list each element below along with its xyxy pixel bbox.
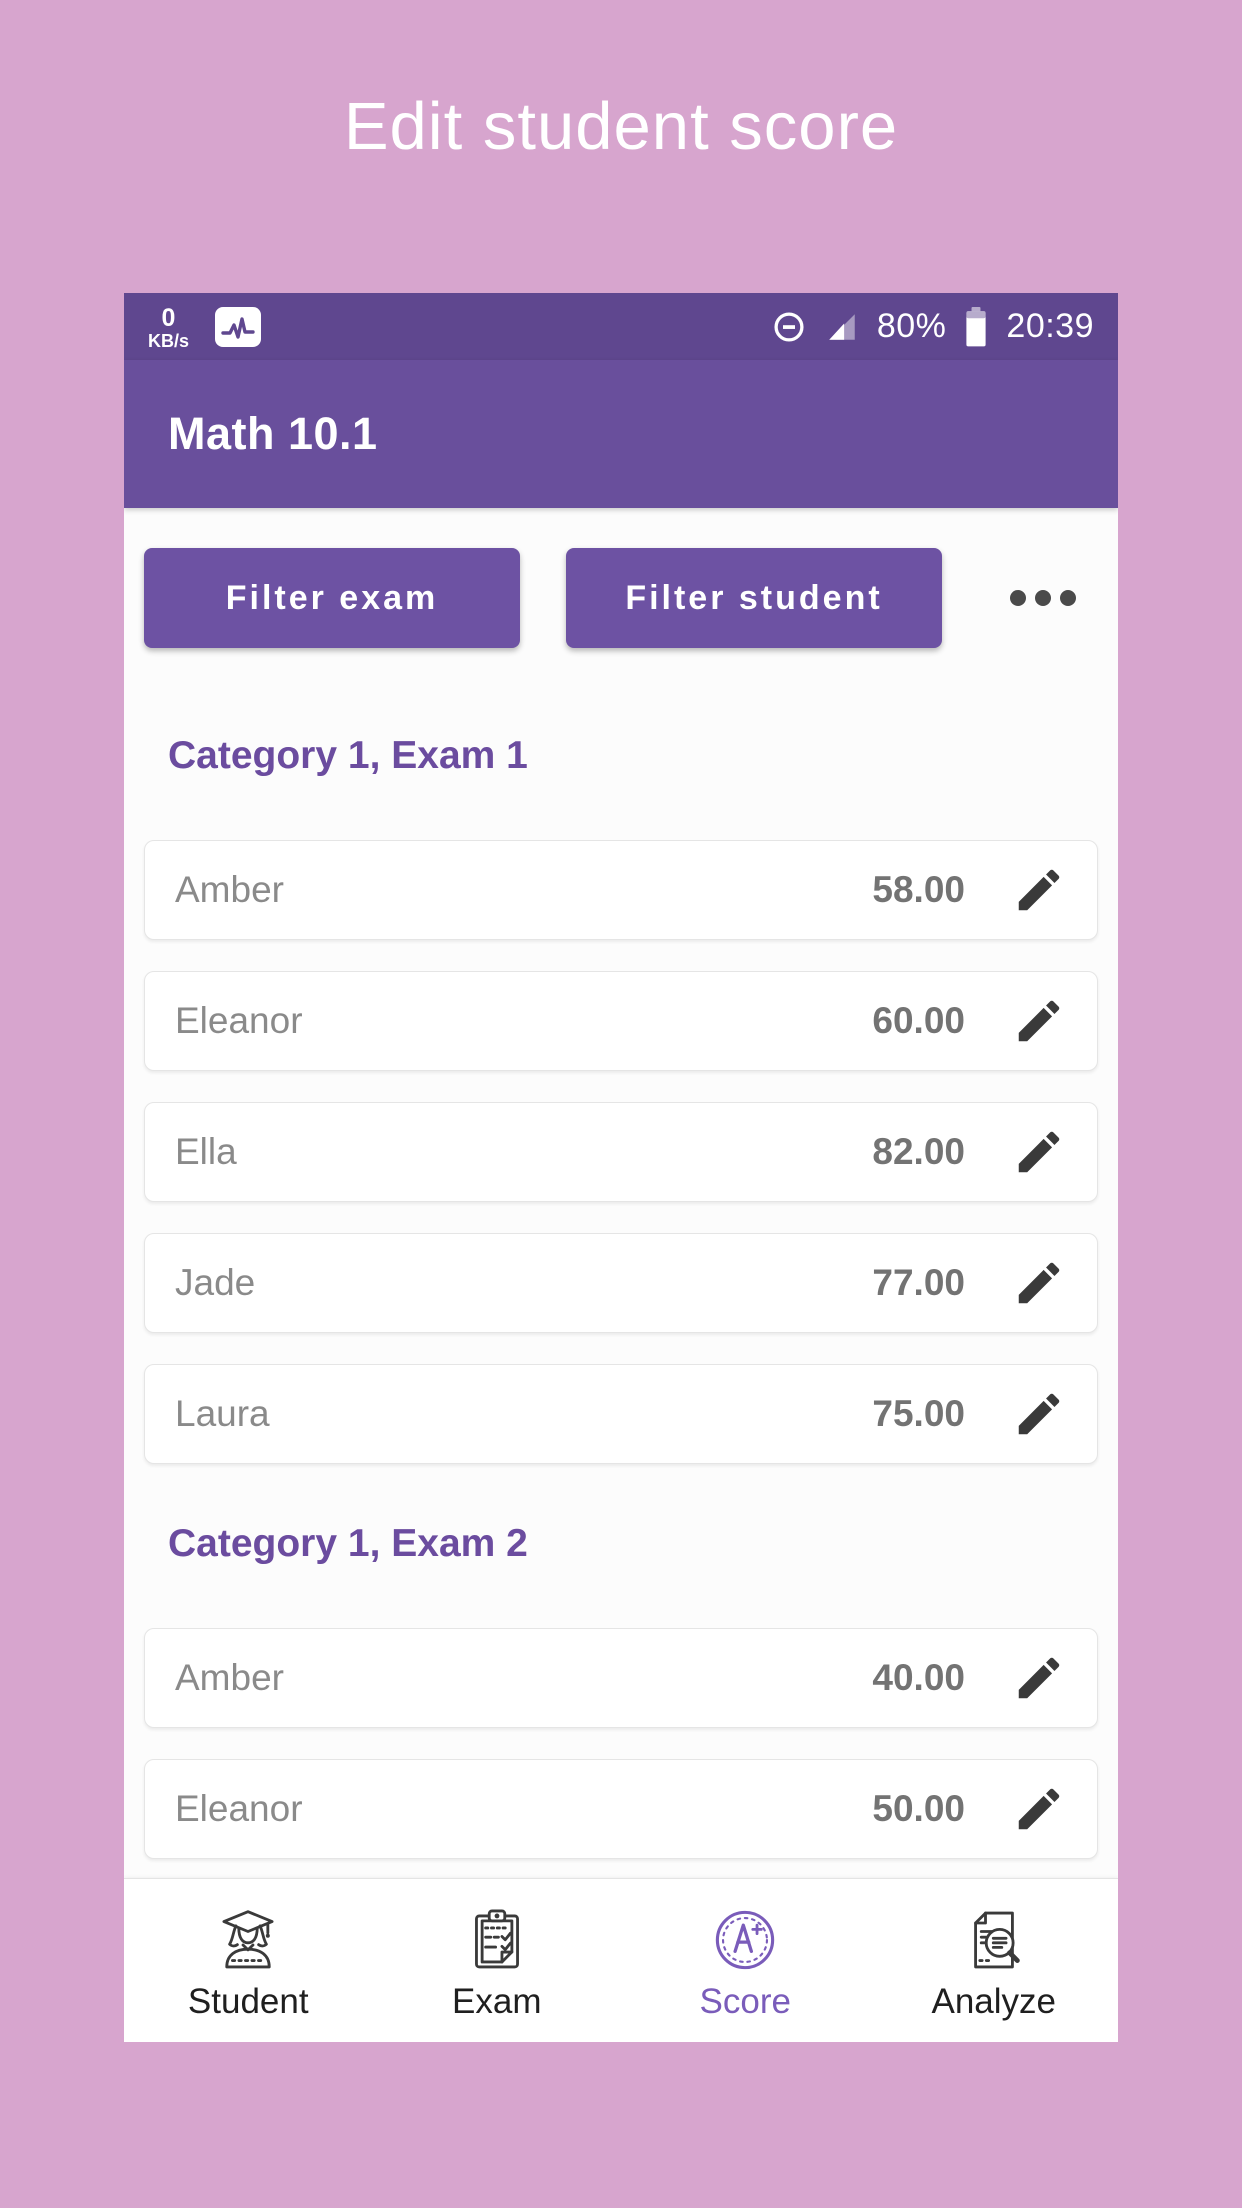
section-header: Category 1, Exam 2 (168, 1522, 528, 1565)
student-name: Eleanor (175, 1000, 303, 1041)
network-speed-unit: KB/s (148, 330, 190, 351)
score-icon (711, 1906, 779, 1974)
ellipsis-icon (1060, 590, 1076, 606)
score-value: 60.00 (872, 1000, 965, 1041)
score-value: 50.00 (872, 1788, 965, 1829)
battery-icon (964, 306, 988, 347)
app-bar-title: Math 10.1 (168, 408, 378, 459)
filter-exam-button[interactable]: Filter exam (144, 548, 520, 648)
nav-item-analyze[interactable]: Analyze (870, 1879, 1119, 2042)
nav-label: Analyze (931, 1981, 1057, 2021)
student-name: Amber (175, 869, 284, 910)
pencil-icon (1012, 1125, 1066, 1179)
section-rows: Amber 58.00 Eleanor 60.00 Ella 82.00 Jad… (144, 840, 1098, 1464)
score-row: Jade 77.00 (144, 1233, 1098, 1333)
section-header: Category 1, Exam 1 (168, 734, 528, 777)
pencil-icon (1012, 1256, 1066, 1310)
filter-toolbar: Filter exam Filter student (144, 548, 1098, 648)
score-value: 82.00 (872, 1131, 965, 1172)
analyze-icon (960, 1906, 1028, 1974)
pencil-icon (1012, 1651, 1066, 1705)
nav-item-score[interactable]: Score (621, 1879, 870, 2042)
edit-score-button[interactable] (1011, 1781, 1067, 1837)
pencil-icon (1012, 994, 1066, 1048)
score-row: Amber 58.00 (144, 840, 1098, 940)
edit-score-button[interactable] (1011, 993, 1067, 1049)
edit-score-button[interactable] (1011, 1124, 1067, 1180)
overflow-menu-button[interactable] (1006, 580, 1080, 616)
score-value: 75.00 (872, 1393, 965, 1434)
edit-score-button[interactable] (1011, 1386, 1067, 1442)
pencil-icon (1012, 1387, 1066, 1441)
status-time: 20:39 (1006, 307, 1094, 345)
network-monitor-icon (215, 306, 262, 347)
score-value: 58.00 (872, 869, 965, 910)
nav-item-student[interactable]: Student (124, 1879, 373, 2042)
student-name: Amber (175, 1657, 284, 1698)
exam-icon (463, 1906, 531, 1974)
score-row: Amber 40.00 (144, 1628, 1098, 1728)
student-name: Ella (175, 1131, 237, 1172)
student-icon (214, 1906, 282, 1974)
ellipsis-icon (1010, 590, 1026, 606)
nav-label: Exam (452, 1981, 542, 2021)
pencil-icon (1012, 863, 1066, 917)
edit-score-button[interactable] (1011, 1255, 1067, 1311)
score-row: Eleanor 50.00 (144, 1759, 1098, 1859)
score-value: 77.00 (872, 1262, 965, 1303)
student-name: Jade (175, 1262, 256, 1303)
battery-percent: 80% (876, 307, 947, 345)
filter-student-button[interactable]: Filter student (566, 548, 942, 648)
edit-score-button[interactable] (1011, 1650, 1067, 1706)
bottom-navigation: Student Exam (124, 1878, 1118, 2042)
status-bar: 0 KB/s 80% 20:39 (124, 293, 1118, 360)
signal-icon (825, 310, 859, 344)
score-list-content: Filter exam Filter student Category 1, E… (124, 508, 1118, 1878)
page-title: Edit student score (343, 89, 899, 164)
app-bar: Math 10.1 (124, 360, 1118, 508)
pencil-icon (1012, 1782, 1066, 1836)
ellipsis-icon (1035, 590, 1051, 606)
student-name: Eleanor (175, 1788, 303, 1829)
phone-screen: 0 KB/s 80% 20:39 Math 10.1 Filter exam (124, 293, 1118, 2042)
nav-item-exam[interactable]: Exam (373, 1879, 622, 2042)
edit-score-button[interactable] (1011, 862, 1067, 918)
score-row: Laura 75.00 (144, 1364, 1098, 1464)
student-name: Laura (175, 1393, 270, 1434)
data-saver-icon (771, 309, 807, 345)
score-row: Ella 82.00 (144, 1102, 1098, 1202)
network-speed: 0 KB/s (148, 303, 190, 351)
score-row: Eleanor 60.00 (144, 971, 1098, 1071)
network-speed-value: 0 (161, 303, 176, 332)
nav-label: Score (699, 1981, 791, 2021)
section-rows: Amber 40.00 Eleanor 50.00 (144, 1628, 1098, 1859)
score-value: 40.00 (872, 1657, 965, 1698)
nav-label: Student (187, 1981, 309, 2021)
